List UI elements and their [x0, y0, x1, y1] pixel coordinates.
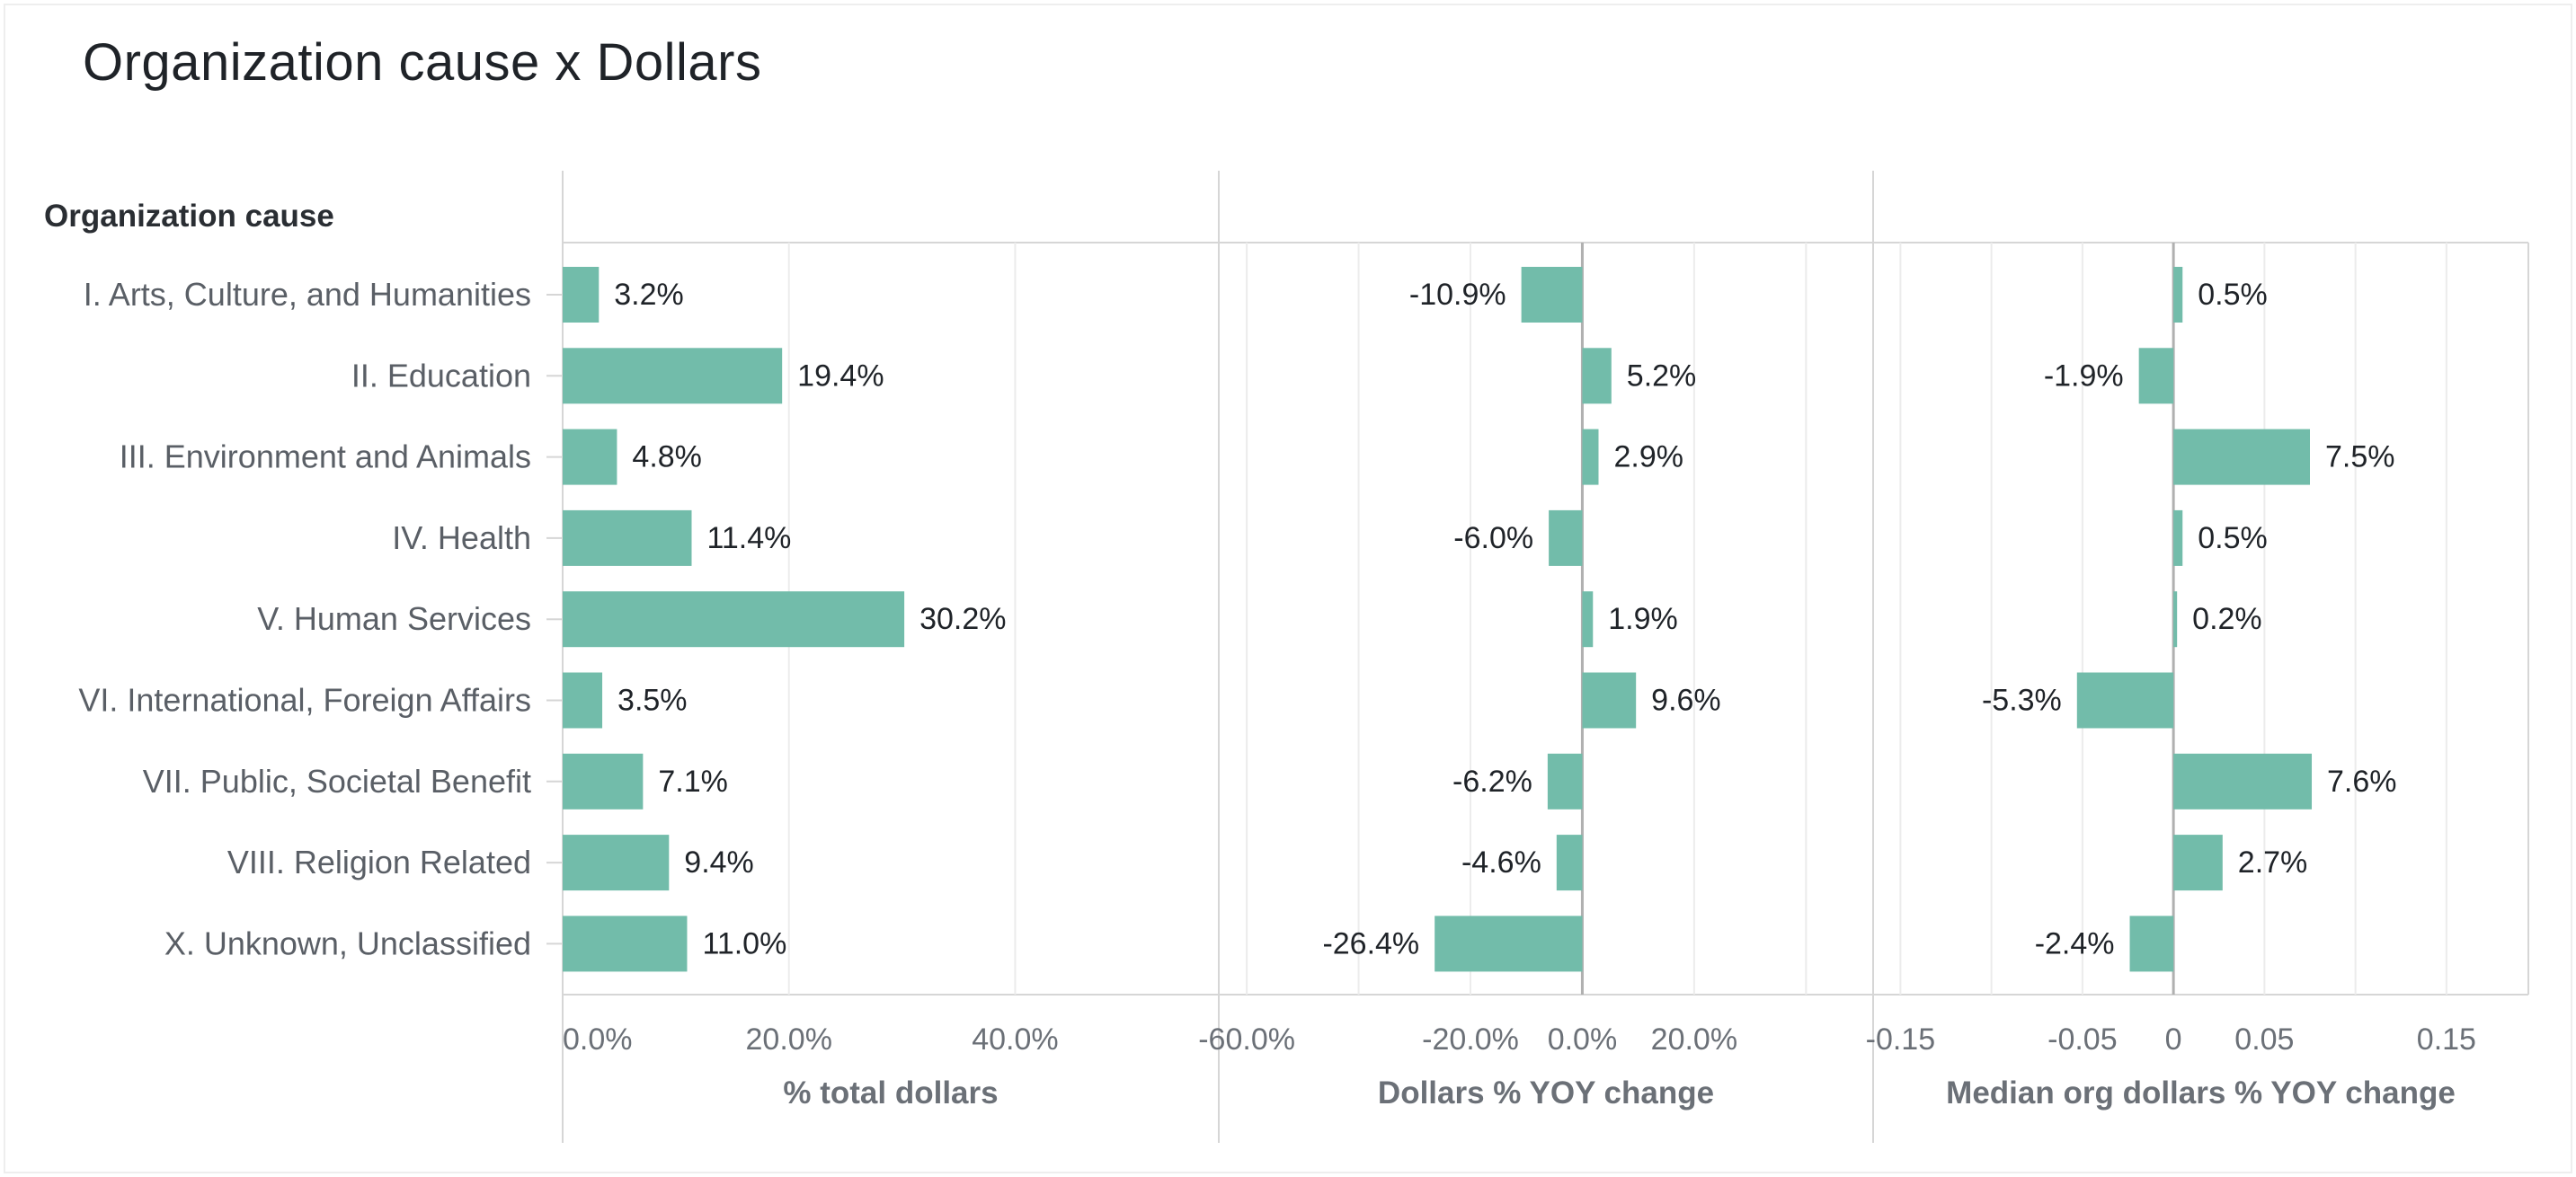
bar — [1521, 267, 1583, 323]
data-label: 2.7% — [2238, 845, 2308, 880]
category-label: IV. Health — [392, 519, 531, 556]
data-label: 3.5% — [617, 684, 688, 718]
tick-label: 0 — [2165, 1022, 2182, 1057]
axis-title: % total dollars — [783, 1075, 998, 1111]
bar — [1547, 753, 1583, 810]
category-label: II. Education — [351, 357, 531, 394]
bar — [2129, 916, 2174, 972]
bar — [1582, 672, 1637, 729]
bar — [2173, 429, 2310, 485]
data-label: 9.6% — [1651, 684, 1721, 718]
data-label: -10.9% — [1409, 278, 1506, 312]
tick-label: 0.0% — [563, 1022, 633, 1057]
bar — [563, 267, 600, 323]
axis-title: Median org dollars % YOY change — [1946, 1075, 2456, 1111]
bar — [563, 672, 603, 729]
bar — [1582, 429, 1599, 485]
bar — [1582, 348, 1612, 404]
tick-label: 0.05 — [2234, 1022, 2294, 1057]
data-label: 7.5% — [2325, 440, 2395, 474]
tick-label: -0.05 — [2047, 1022, 2118, 1057]
data-label: -26.4% — [1322, 926, 1419, 960]
data-label: -2.4% — [2035, 926, 2115, 960]
bar — [563, 835, 670, 891]
category-label: V. Human Services — [257, 600, 531, 637]
bar — [1435, 916, 1583, 972]
data-label: 19.4% — [797, 358, 884, 393]
category-label: I. Arts, Culture, and Humanities — [84, 276, 531, 313]
data-label: 0.5% — [2198, 278, 2268, 312]
axis-title: Dollars % YOY change — [1378, 1075, 1714, 1111]
category-header: Organization cause — [44, 199, 334, 234]
bar — [1582, 591, 1594, 648]
category-label: VII. Public, Societal Benefit — [143, 763, 531, 800]
tick-label: 0.0% — [1548, 1022, 1618, 1057]
tick-label: 40.0% — [972, 1022, 1058, 1057]
bar — [2138, 348, 2174, 404]
data-label: 1.9% — [1608, 602, 1678, 636]
tick-label: -0.15 — [1866, 1022, 1936, 1057]
data-label: -1.9% — [2044, 358, 2124, 393]
bar — [563, 429, 617, 485]
data-label: -6.0% — [1453, 521, 1533, 555]
data-label: 0.5% — [2198, 521, 2268, 555]
data-label: 0.2% — [2192, 602, 2262, 636]
chart-card: Organization cause x Dollars — [4, 4, 2572, 1173]
bar — [2076, 672, 2174, 729]
category-label: III. Environment and Animals — [120, 438, 531, 475]
data-label: 5.2% — [1627, 358, 1697, 393]
data-label: -5.3% — [1982, 684, 2062, 718]
bar — [2173, 591, 2178, 648]
bar — [563, 916, 688, 972]
data-label: 7.1% — [658, 765, 728, 799]
bar — [1549, 509, 1583, 566]
data-label: 2.9% — [1613, 440, 1683, 474]
category-label: VI. International, Foreign Affairs — [78, 682, 531, 719]
bar — [2173, 753, 2313, 810]
bar — [563, 591, 905, 648]
tick-label: -60.0% — [1198, 1022, 1295, 1057]
data-label: -6.2% — [1452, 765, 1532, 799]
bar — [2173, 835, 2223, 891]
bar — [2173, 267, 2183, 323]
bar — [563, 509, 692, 566]
data-label: 11.4% — [706, 521, 791, 555]
bar — [1556, 835, 1583, 891]
bar — [563, 753, 644, 810]
bar — [2173, 509, 2183, 566]
bar — [563, 348, 783, 404]
data-label: 11.0% — [702, 926, 786, 960]
tick-label: 20.0% — [1651, 1022, 1737, 1057]
category-label: VIII. Religion Related — [227, 844, 531, 881]
data-label: 3.2% — [614, 278, 684, 312]
data-label: 9.4% — [684, 845, 754, 880]
tick-label: -20.0% — [1422, 1022, 1519, 1057]
chart-title: Organization cause x Dollars — [83, 33, 762, 92]
category-label: X. Unknown, Unclassified — [164, 925, 531, 961]
data-label: -4.6% — [1461, 845, 1541, 880]
tick-label: 0.15 — [2417, 1022, 2476, 1057]
data-label: 30.2% — [919, 602, 1006, 636]
tick-label: 20.0% — [746, 1022, 832, 1057]
data-label: 4.8% — [632, 440, 702, 474]
data-label: 7.6% — [2327, 765, 2397, 799]
